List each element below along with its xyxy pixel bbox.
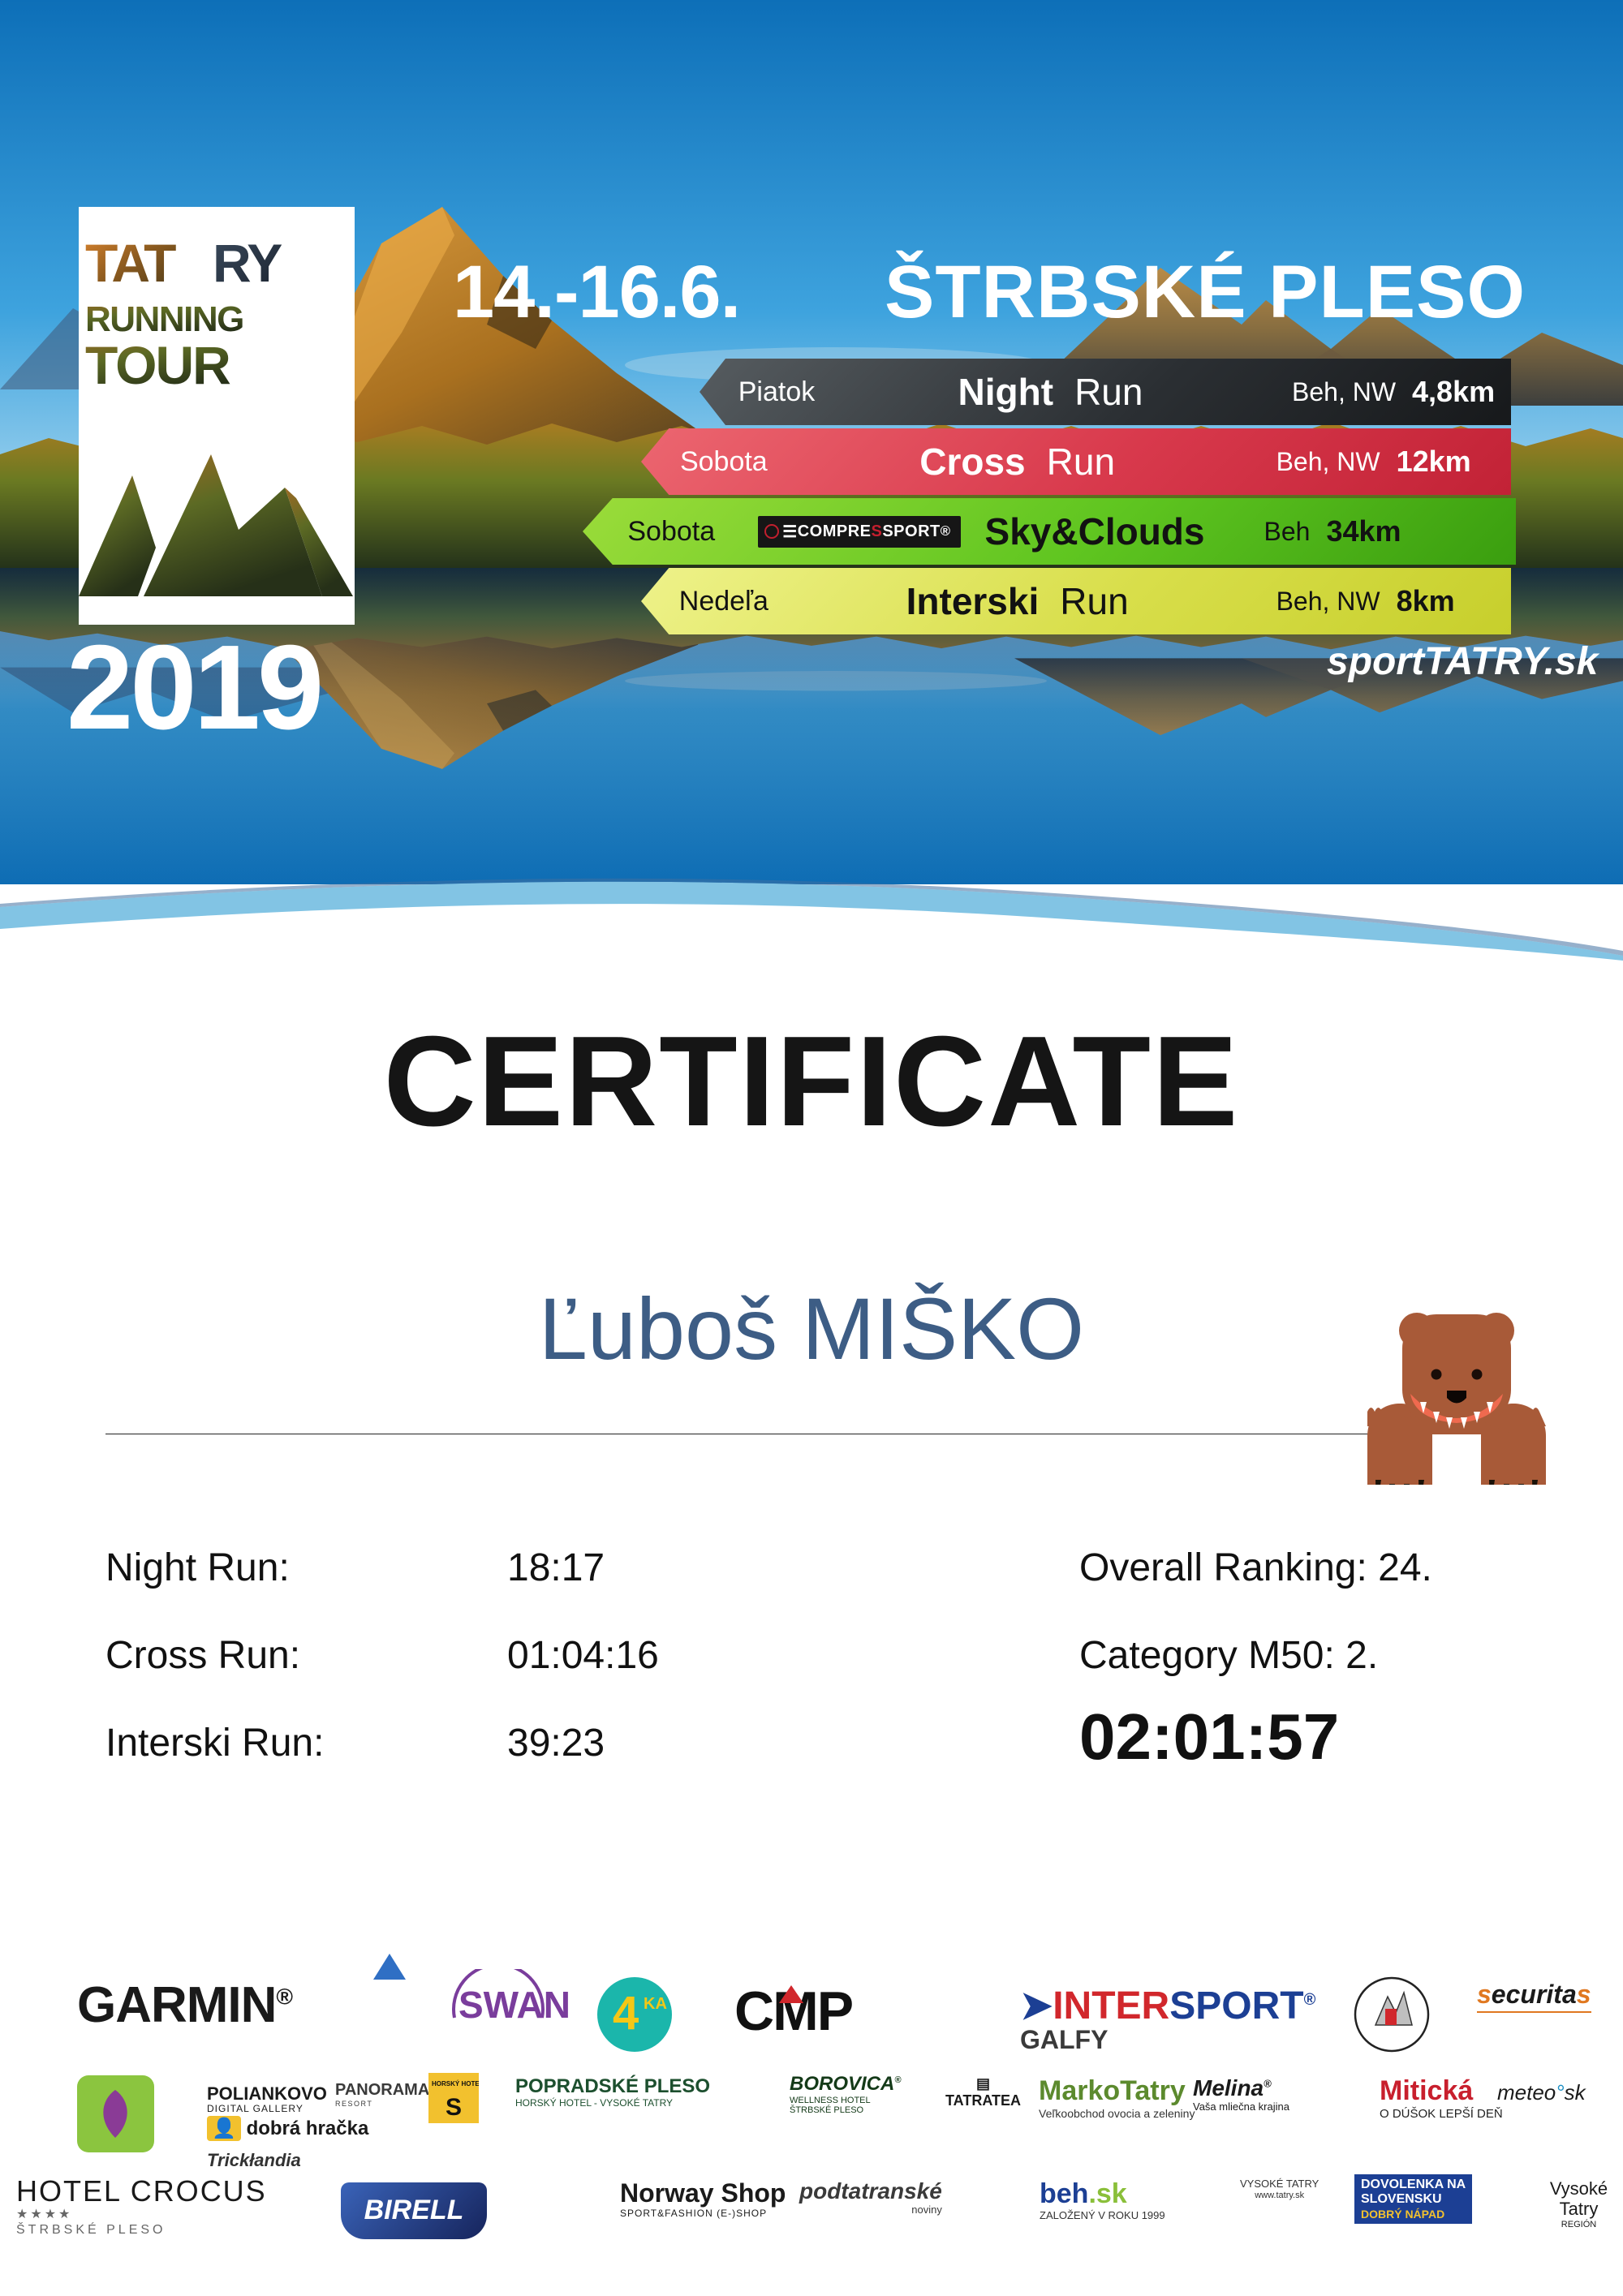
svg-text:4: 4 (613, 1987, 639, 2040)
svg-text:S: S (446, 2094, 462, 2121)
svg-text:HORSKÝ HOTEL: HORSKÝ HOTEL (432, 2080, 479, 2087)
svg-text:KA: KA (644, 1995, 667, 2013)
